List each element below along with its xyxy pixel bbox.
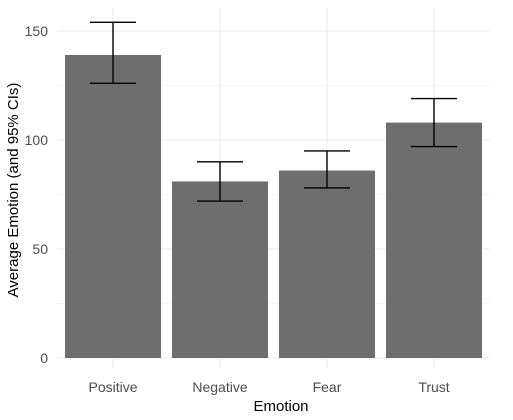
bars bbox=[65, 54, 482, 358]
y-axis-title: Average Emotion (and 95% CIs) bbox=[5, 83, 22, 298]
bar bbox=[65, 54, 161, 358]
error-bars bbox=[90, 21, 457, 202]
x-tick-label: Trust bbox=[418, 379, 449, 395]
x-tick-label: Positive bbox=[88, 379, 137, 395]
x-tick-labels: Positive Negative Fear Trust bbox=[88, 379, 449, 395]
y-tick-label: 0 bbox=[40, 350, 48, 366]
bar bbox=[386, 122, 482, 358]
x-tick-label: Negative bbox=[192, 379, 247, 395]
y-tick-labels: 0 50 100 150 bbox=[25, 23, 49, 366]
x-tick-label: Fear bbox=[313, 379, 342, 395]
bar bbox=[172, 181, 268, 358]
bar bbox=[279, 170, 375, 358]
y-tick-label: 150 bbox=[25, 23, 49, 39]
x-axis-title: Emotion bbox=[253, 398, 308, 415]
y-tick-label: 100 bbox=[25, 132, 49, 148]
y-tick-label: 50 bbox=[32, 241, 48, 257]
